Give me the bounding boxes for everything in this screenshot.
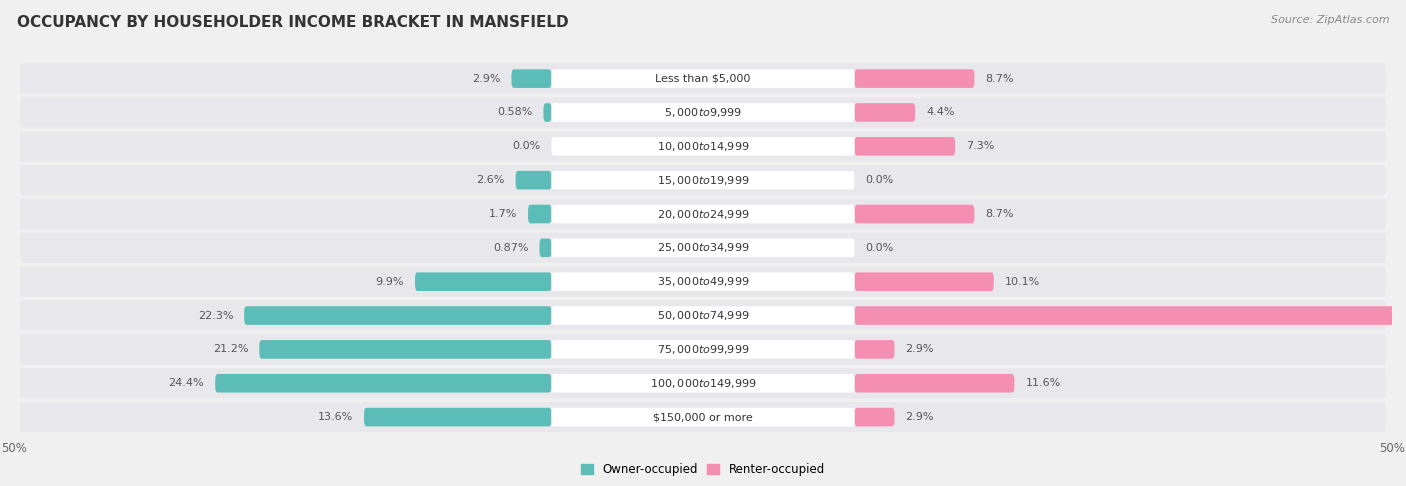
Text: $100,000 to $149,999: $100,000 to $149,999 [650, 377, 756, 390]
FancyBboxPatch shape [855, 374, 1014, 393]
Text: 2.6%: 2.6% [477, 175, 505, 185]
FancyBboxPatch shape [540, 239, 551, 257]
FancyBboxPatch shape [415, 272, 551, 291]
FancyBboxPatch shape [20, 165, 1386, 195]
FancyBboxPatch shape [551, 272, 855, 291]
FancyBboxPatch shape [551, 239, 855, 257]
Text: 0.58%: 0.58% [498, 107, 533, 118]
FancyBboxPatch shape [20, 402, 1386, 432]
FancyBboxPatch shape [20, 233, 1386, 263]
Legend: Owner-occupied, Renter-occupied: Owner-occupied, Renter-occupied [576, 458, 830, 481]
Text: Less than $5,000: Less than $5,000 [655, 73, 751, 84]
FancyBboxPatch shape [855, 205, 974, 224]
Text: $5,000 to $9,999: $5,000 to $9,999 [664, 106, 742, 119]
Text: 0.0%: 0.0% [866, 243, 894, 253]
FancyBboxPatch shape [551, 306, 855, 325]
FancyBboxPatch shape [551, 137, 855, 156]
Text: Source: ZipAtlas.com: Source: ZipAtlas.com [1271, 15, 1389, 25]
Text: 2.9%: 2.9% [472, 73, 501, 84]
FancyBboxPatch shape [516, 171, 551, 190]
FancyBboxPatch shape [20, 267, 1386, 297]
FancyBboxPatch shape [544, 103, 551, 122]
FancyBboxPatch shape [551, 171, 855, 190]
FancyBboxPatch shape [215, 374, 551, 393]
FancyBboxPatch shape [551, 408, 855, 426]
Text: 2.9%: 2.9% [905, 412, 934, 422]
FancyBboxPatch shape [551, 103, 855, 122]
Text: $35,000 to $49,999: $35,000 to $49,999 [657, 275, 749, 288]
FancyBboxPatch shape [20, 64, 1386, 94]
Text: $15,000 to $19,999: $15,000 to $19,999 [657, 174, 749, 187]
FancyBboxPatch shape [551, 205, 855, 224]
Text: 0.0%: 0.0% [512, 141, 540, 151]
Text: $10,000 to $14,999: $10,000 to $14,999 [657, 140, 749, 153]
FancyBboxPatch shape [245, 306, 551, 325]
Text: 13.6%: 13.6% [318, 412, 353, 422]
Text: 1.7%: 1.7% [489, 209, 517, 219]
Text: OCCUPANCY BY HOUSEHOLDER INCOME BRACKET IN MANSFIELD: OCCUPANCY BY HOUSEHOLDER INCOME BRACKET … [17, 15, 568, 30]
FancyBboxPatch shape [20, 131, 1386, 161]
Text: $50,000 to $74,999: $50,000 to $74,999 [657, 309, 749, 322]
Text: $75,000 to $99,999: $75,000 to $99,999 [657, 343, 749, 356]
FancyBboxPatch shape [20, 97, 1386, 127]
FancyBboxPatch shape [20, 334, 1386, 364]
Text: 11.6%: 11.6% [1025, 378, 1060, 388]
Text: 2.9%: 2.9% [905, 345, 934, 354]
Text: 0.87%: 0.87% [494, 243, 529, 253]
FancyBboxPatch shape [259, 340, 551, 359]
FancyBboxPatch shape [855, 272, 994, 291]
Text: $150,000 or more: $150,000 or more [654, 412, 752, 422]
Text: 9.9%: 9.9% [375, 277, 404, 287]
FancyBboxPatch shape [855, 137, 955, 156]
FancyBboxPatch shape [855, 306, 1406, 325]
Text: 22.3%: 22.3% [198, 311, 233, 321]
Text: 10.1%: 10.1% [1005, 277, 1040, 287]
Text: $20,000 to $24,999: $20,000 to $24,999 [657, 208, 749, 221]
Text: 24.4%: 24.4% [169, 378, 204, 388]
Text: $25,000 to $34,999: $25,000 to $34,999 [657, 242, 749, 254]
FancyBboxPatch shape [20, 199, 1386, 229]
FancyBboxPatch shape [364, 408, 551, 426]
Text: 0.0%: 0.0% [866, 175, 894, 185]
FancyBboxPatch shape [855, 103, 915, 122]
Text: 8.7%: 8.7% [986, 73, 1014, 84]
FancyBboxPatch shape [529, 205, 551, 224]
FancyBboxPatch shape [551, 340, 855, 359]
FancyBboxPatch shape [20, 300, 1386, 330]
FancyBboxPatch shape [855, 69, 974, 88]
FancyBboxPatch shape [20, 368, 1386, 399]
Text: 4.4%: 4.4% [927, 107, 955, 118]
FancyBboxPatch shape [551, 374, 855, 393]
FancyBboxPatch shape [855, 408, 894, 426]
Text: 8.7%: 8.7% [986, 209, 1014, 219]
FancyBboxPatch shape [855, 340, 894, 359]
FancyBboxPatch shape [551, 69, 855, 88]
FancyBboxPatch shape [512, 69, 551, 88]
Text: 21.2%: 21.2% [212, 345, 249, 354]
Text: 7.3%: 7.3% [966, 141, 994, 151]
